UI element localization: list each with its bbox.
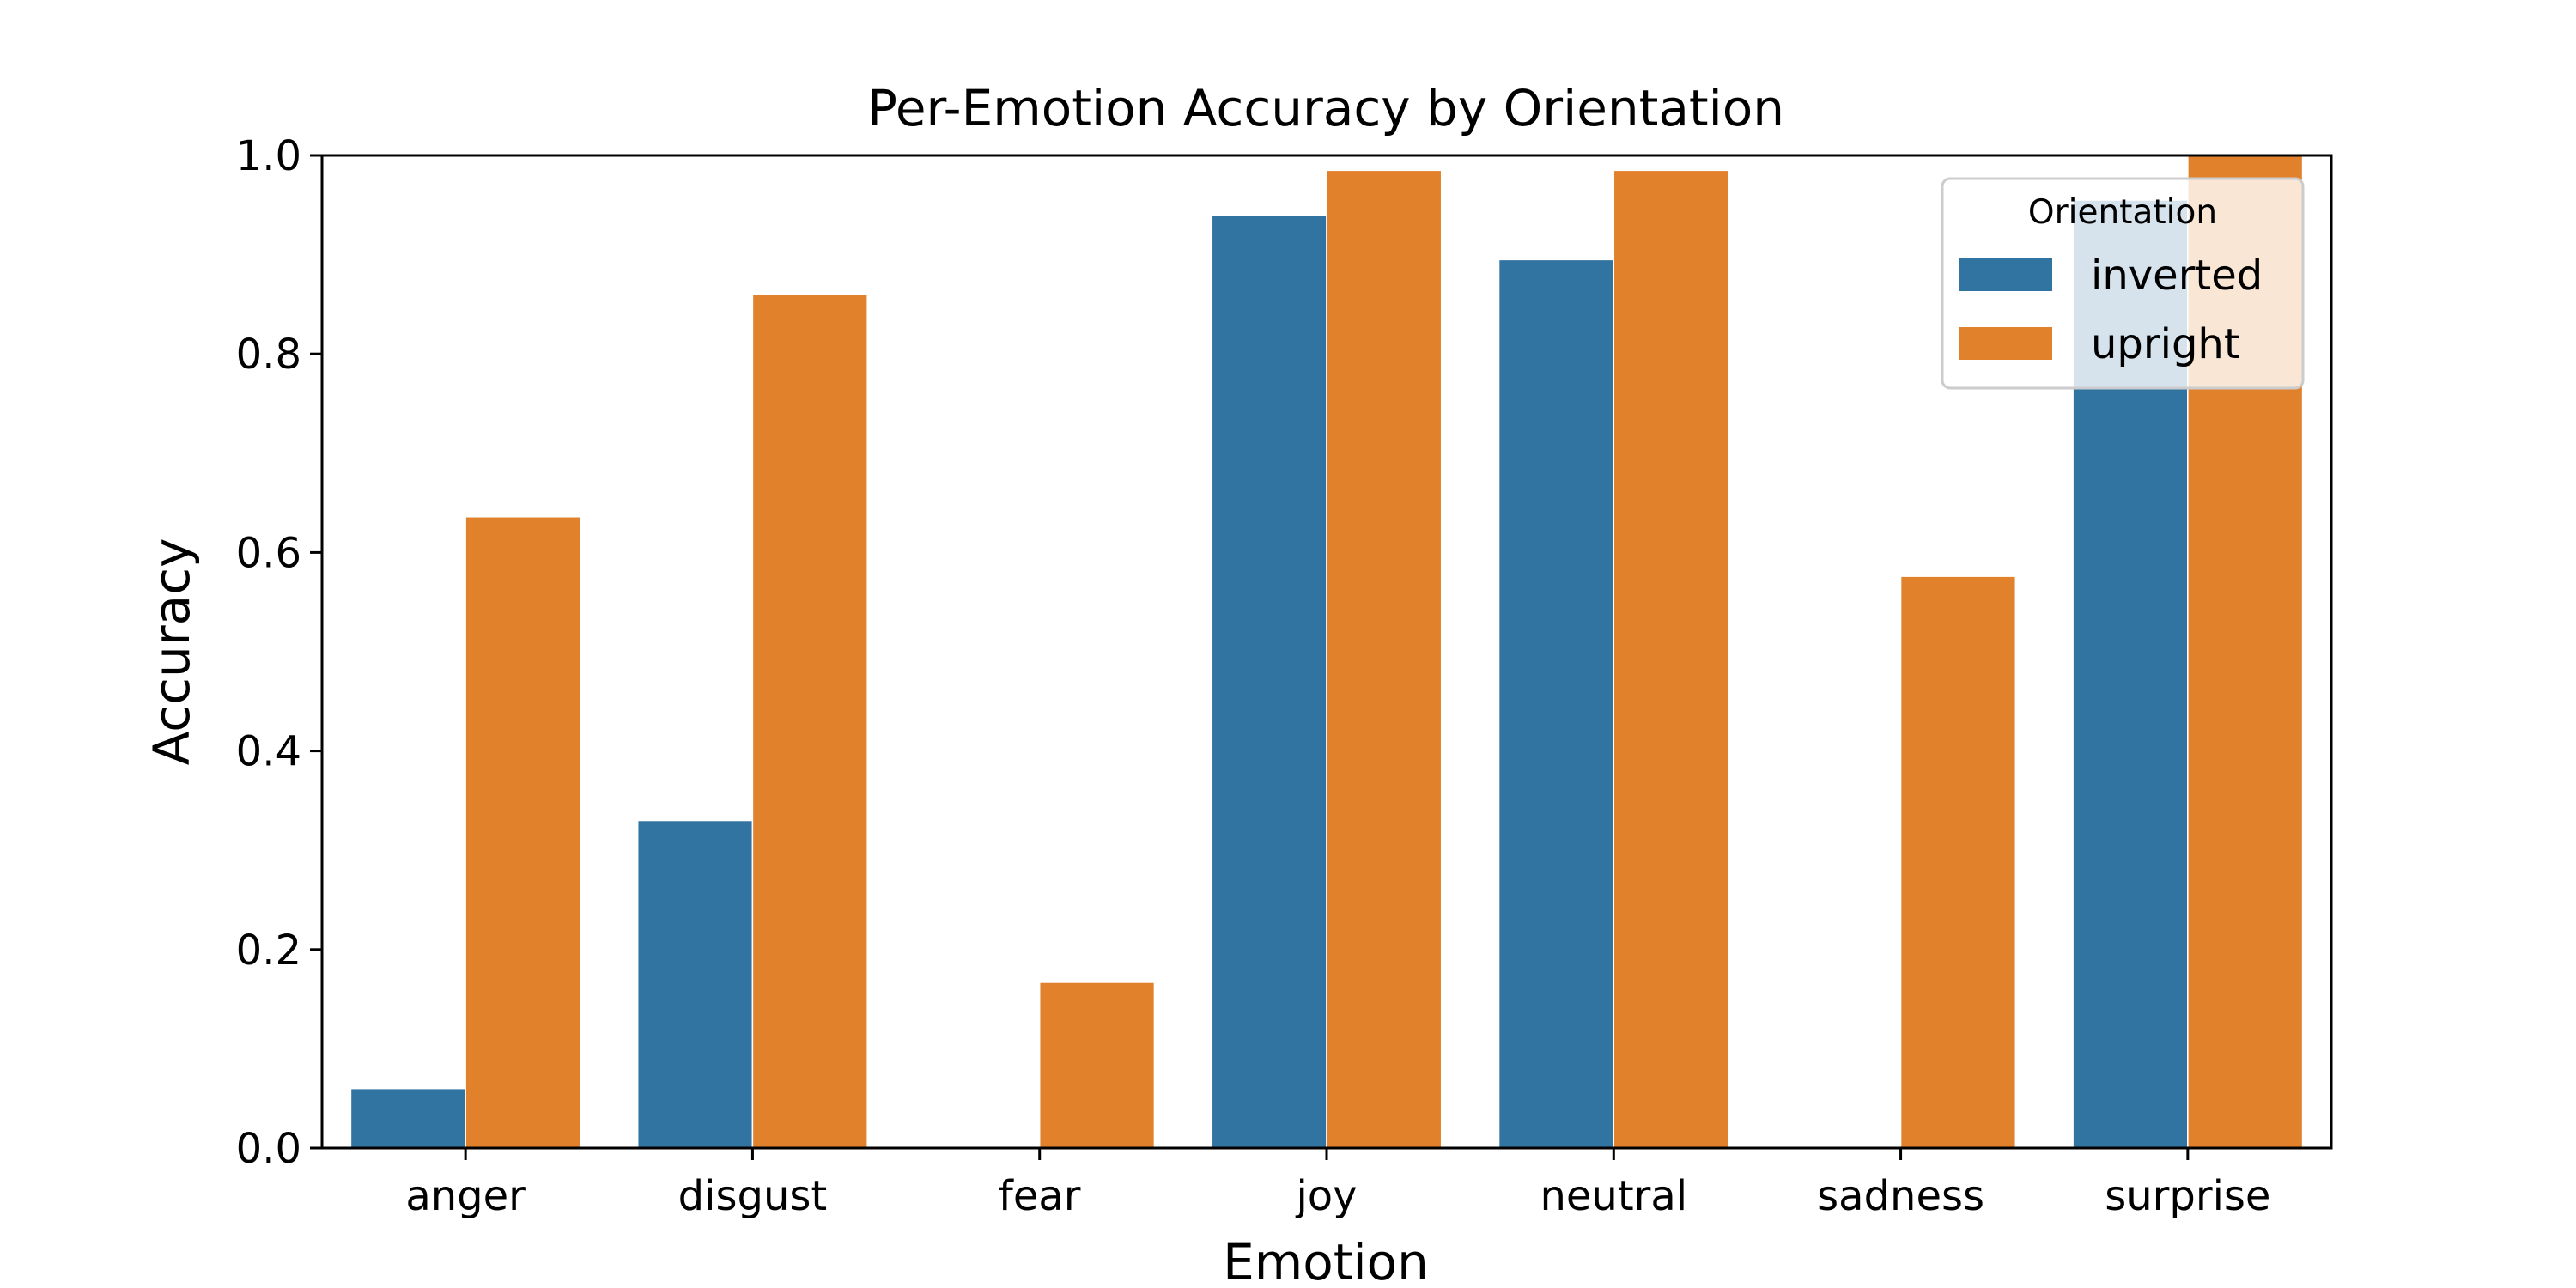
- y-axis: 0.0 0.2 0.4 0.6 0.8 1.0: [236, 132, 322, 1173]
- y-tick-label: 0.6: [236, 529, 301, 577]
- legend-title: Orientation: [2028, 193, 2217, 232]
- bar-upright-fear: [1038, 981, 1156, 1149]
- y-tick-label: 0.4: [236, 728, 301, 776]
- y-tick-label: 0.2: [236, 927, 301, 975]
- y-tick-label: 0.0: [236, 1125, 301, 1173]
- x-axis-label: Emotion: [1223, 1233, 1429, 1288]
- bar-inverted-disgust: [636, 819, 754, 1149]
- y-tick-label: 0.8: [236, 331, 301, 379]
- bar-upright-sadness: [1899, 575, 2017, 1149]
- bar-upright-anger: [465, 516, 581, 1149]
- x-tick-label-disgust: disgust: [678, 1172, 828, 1220]
- x-tick-label-neutral: neutral: [1540, 1172, 1687, 1220]
- x-tick-label-joy: joy: [1295, 1172, 1357, 1220]
- legend-swatch-inverted: [1959, 258, 2052, 291]
- chart-title: Per-Emotion Accuracy by Orientation: [867, 79, 1784, 137]
- x-tick-label-surprise: surprise: [2105, 1172, 2270, 1220]
- bar-upright-joy: [1326, 169, 1443, 1149]
- x-tick-label-sadness: sadness: [1817, 1172, 1984, 1220]
- bar-inverted-joy: [1211, 214, 1327, 1149]
- bar-upright-disgust: [751, 294, 868, 1149]
- legend-label-upright: upright: [2091, 320, 2240, 368]
- y-tick-label: 1.0: [236, 132, 301, 180]
- x-axis: anger disgust fear joy neutral sadness surpris…: [405, 1148, 2270, 1220]
- x-tick-label-fear: fear: [999, 1172, 1081, 1220]
- x-tick-label-anger: anger: [405, 1172, 526, 1220]
- bars-layer: [349, 155, 2304, 1149]
- bar-inverted-anger: [349, 1087, 466, 1149]
- bar-upright-neutral: [1613, 169, 1729, 1149]
- legend: Orientation inverted upright: [1941, 177, 2305, 390]
- y-axis-label: Accuracy: [143, 538, 201, 766]
- bar-inverted-neutral: [1498, 258, 1615, 1149]
- legend-swatch-upright: [1959, 327, 2052, 360]
- legend-label-inverted: inverted: [2091, 252, 2263, 300]
